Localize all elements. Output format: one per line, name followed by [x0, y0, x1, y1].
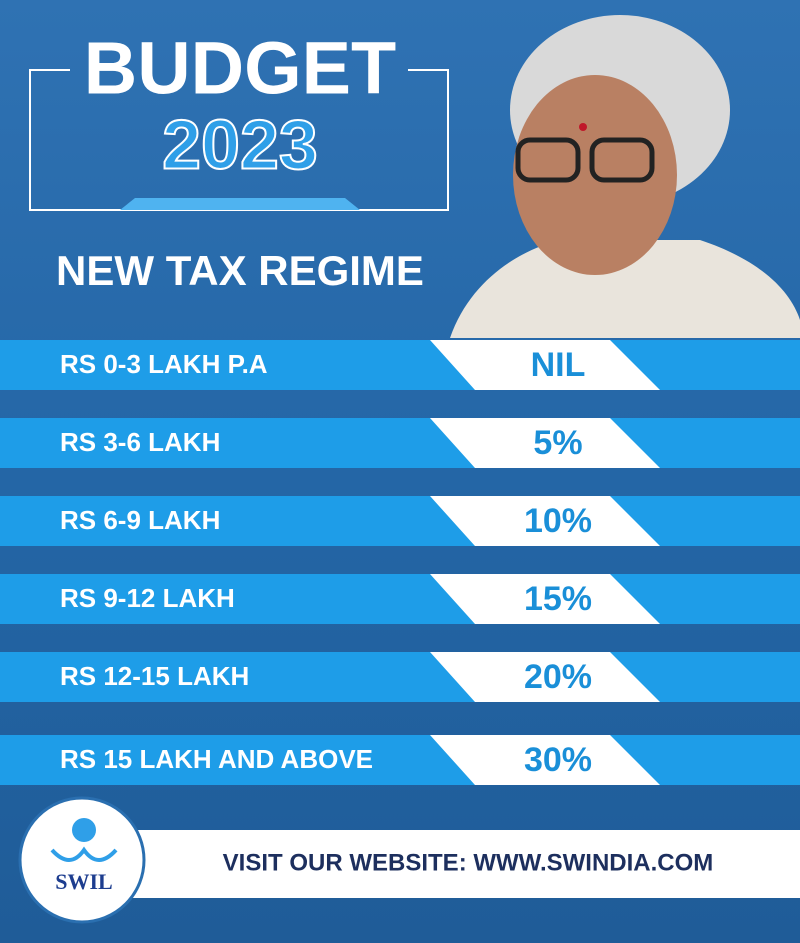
rate-box — [430, 735, 660, 785]
slab-label: RS 15 LAKH AND ABOVE — [60, 744, 373, 774]
title-tab — [120, 198, 360, 210]
logo-text: SWIL — [55, 869, 112, 894]
footer-text: VISIT OUR WEBSITE: WWW.SWINDIA.COM — [223, 849, 714, 876]
rate-label: 30% — [524, 741, 592, 779]
logo-globe — [72, 818, 96, 842]
rate-box — [430, 652, 660, 702]
slab-label: RS 12-15 LAKH — [60, 661, 249, 691]
rate-label: 10% — [524, 502, 592, 540]
portrait — [450, 15, 800, 338]
row-band — [0, 652, 800, 702]
title: BUDGET — [84, 27, 396, 110]
row-band — [0, 496, 800, 546]
row-band — [0, 574, 800, 624]
logo-mark — [50, 846, 118, 862]
slab-label: RS 0-3 LAKH P.A — [60, 349, 268, 379]
slab-label: RS 6-9 LAKH — [60, 505, 220, 535]
logo-circle — [18, 796, 146, 924]
slab-label: RS 3-6 LAKH — [60, 427, 220, 457]
subtitle: NEW TAX REGIME — [56, 247, 424, 294]
year: 2023 — [162, 105, 318, 183]
footer-band — [100, 830, 800, 898]
rate-box — [430, 340, 660, 390]
rate-box — [430, 574, 660, 624]
rate-label: 15% — [524, 580, 592, 618]
row-band — [0, 418, 800, 468]
rate-label: 5% — [533, 424, 582, 462]
slab-label: RS 9-12 LAKH — [60, 583, 235, 613]
rate-box — [430, 418, 660, 468]
row-band — [0, 340, 800, 390]
rate-label: NIL — [531, 346, 586, 384]
tax-table: RS 0-3 LAKH P.A NIL RS 3-6 LAKH 5% RS 6-9 LA… — [0, 340, 800, 785]
row-band — [0, 735, 800, 785]
rate-box — [430, 496, 660, 546]
rate-label: 20% — [524, 658, 592, 696]
